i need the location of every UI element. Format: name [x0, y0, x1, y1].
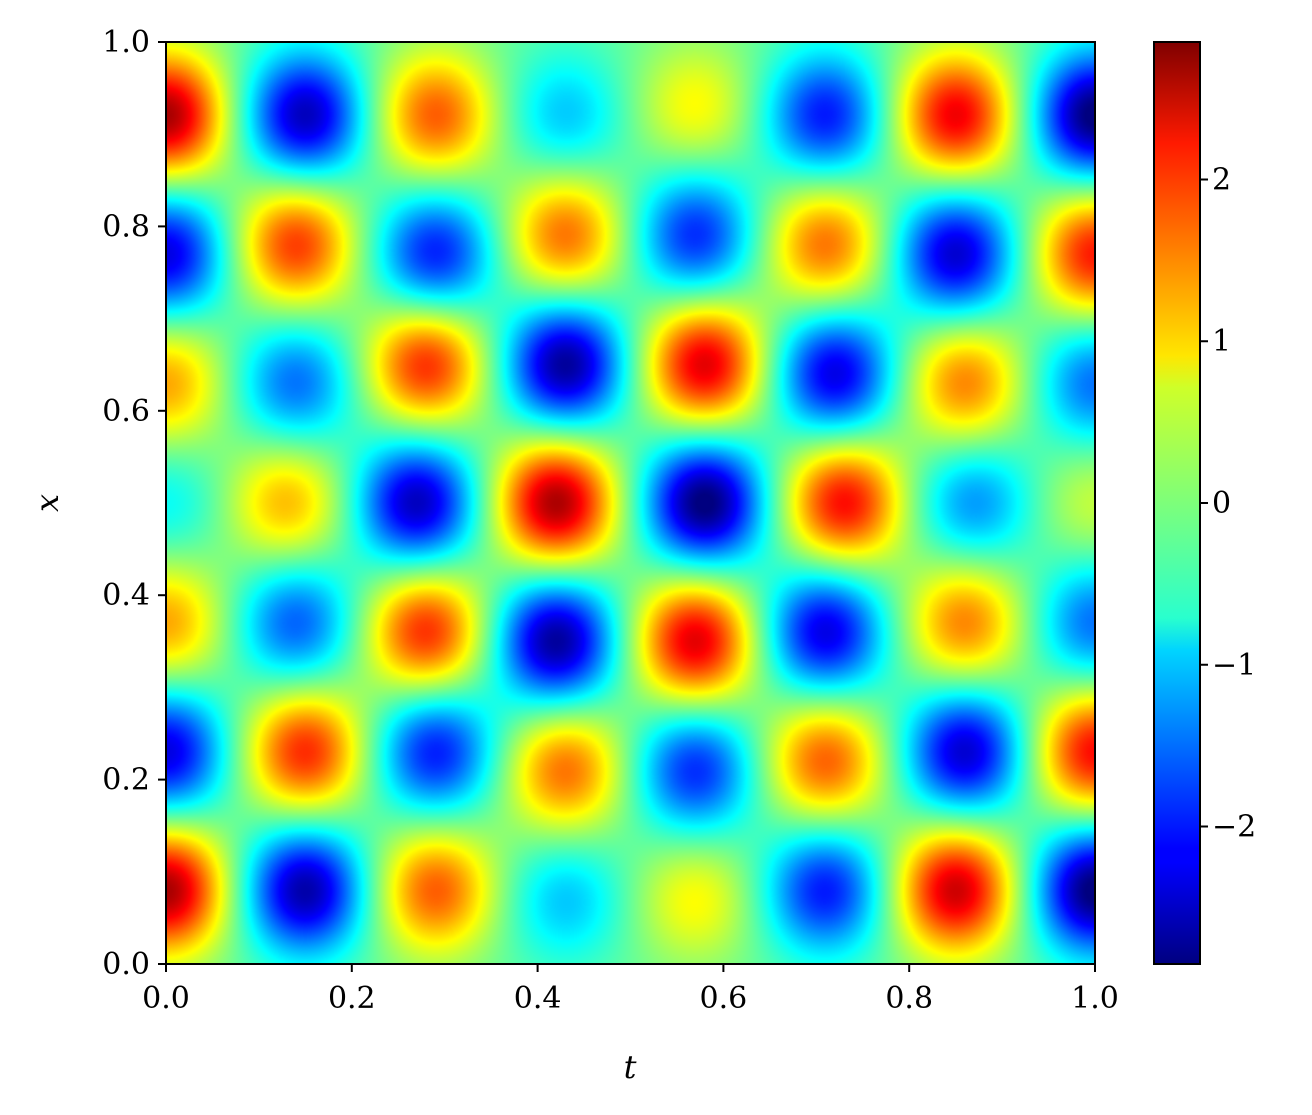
y-tick-label: 0.6: [102, 394, 150, 429]
x-tick-label: 0.2: [328, 981, 376, 1016]
plot-frame: [165, 41, 1096, 965]
x-axis-ticks: 0.0 0.2 0.4 0.6 0.8 1.0: [142, 964, 1119, 1016]
colorbar-tick-label: 2: [1212, 162, 1231, 197]
heatmap-image: [166, 42, 1095, 964]
y-tick-label: 0.2: [102, 763, 150, 798]
colorbar-tick-label: 1: [1212, 324, 1231, 359]
x-tick-label: 0.0: [142, 981, 190, 1016]
x-tick-label: 0.6: [700, 981, 748, 1016]
y-axis-ticks: 0.0 0.2 0.4 0.6 0.8 1.0: [102, 25, 166, 982]
colorbar-tick-label: 0: [1212, 486, 1231, 521]
y-tick-label: 1.0: [102, 25, 150, 60]
x-axis-label: t: [624, 1048, 637, 1086]
x-tick-label: 0.8: [885, 981, 933, 1016]
plot-area: [166, 42, 1095, 964]
y-axis-label: x: [28, 494, 66, 512]
colorbar: [1153, 41, 1201, 965]
colorbar-tick-label: −2: [1212, 810, 1256, 845]
colorbar-tick-label: −1: [1212, 648, 1256, 683]
x-tick-label: 1.0: [1071, 981, 1119, 1016]
y-tick-label: 0.0: [102, 947, 150, 982]
x-tick-label: 0.4: [514, 981, 562, 1016]
y-tick-label: 0.8: [102, 209, 150, 244]
colorbar-ticks: −2 −1 0 1 2: [1200, 162, 1256, 845]
y-tick-label: 0.4: [102, 578, 150, 613]
